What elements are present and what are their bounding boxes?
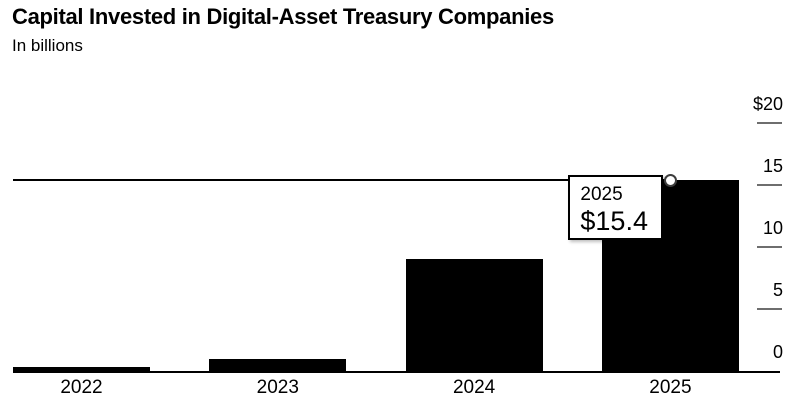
y-axis-label-5: 5 [772, 280, 783, 300]
tooltip-value: $15.4 [580, 206, 648, 237]
y-axis-label-20: $20 [752, 94, 783, 114]
tooltip-year: 2025 [580, 184, 623, 206]
hover-marker [663, 173, 677, 187]
x-axis-label-2023: 2023 [256, 377, 299, 398]
y-axis-label-15: 15 [762, 156, 783, 176]
chart-subtitle: In billions [12, 36, 83, 55]
tooltip: 2025 $15.4 [568, 175, 664, 241]
plot-area[interactable]: 2025 $15.4 [13, 123, 780, 373]
y-axis-tick-20 [757, 122, 782, 124]
crosshair-line [13, 179, 671, 182]
bar-2022[interactable] [13, 367, 150, 371]
y-axis-label-0: 0 [772, 342, 783, 362]
y-axis-label-10: 10 [762, 218, 783, 238]
y-axis-tick-10 [757, 246, 782, 248]
chart-title: Capital Invested in Digital-Asset Treasu… [12, 4, 554, 29]
bar-2024[interactable] [405, 259, 543, 371]
x-axis-label-2022: 2022 [60, 377, 103, 398]
y-axis-tick-5 [757, 308, 782, 310]
bar-2023[interactable] [209, 359, 347, 371]
x-axis-label-2025: 2025 [649, 377, 692, 398]
x-axis-label-2024: 2024 [452, 377, 496, 398]
y-axis-tick-15 [757, 184, 782, 186]
